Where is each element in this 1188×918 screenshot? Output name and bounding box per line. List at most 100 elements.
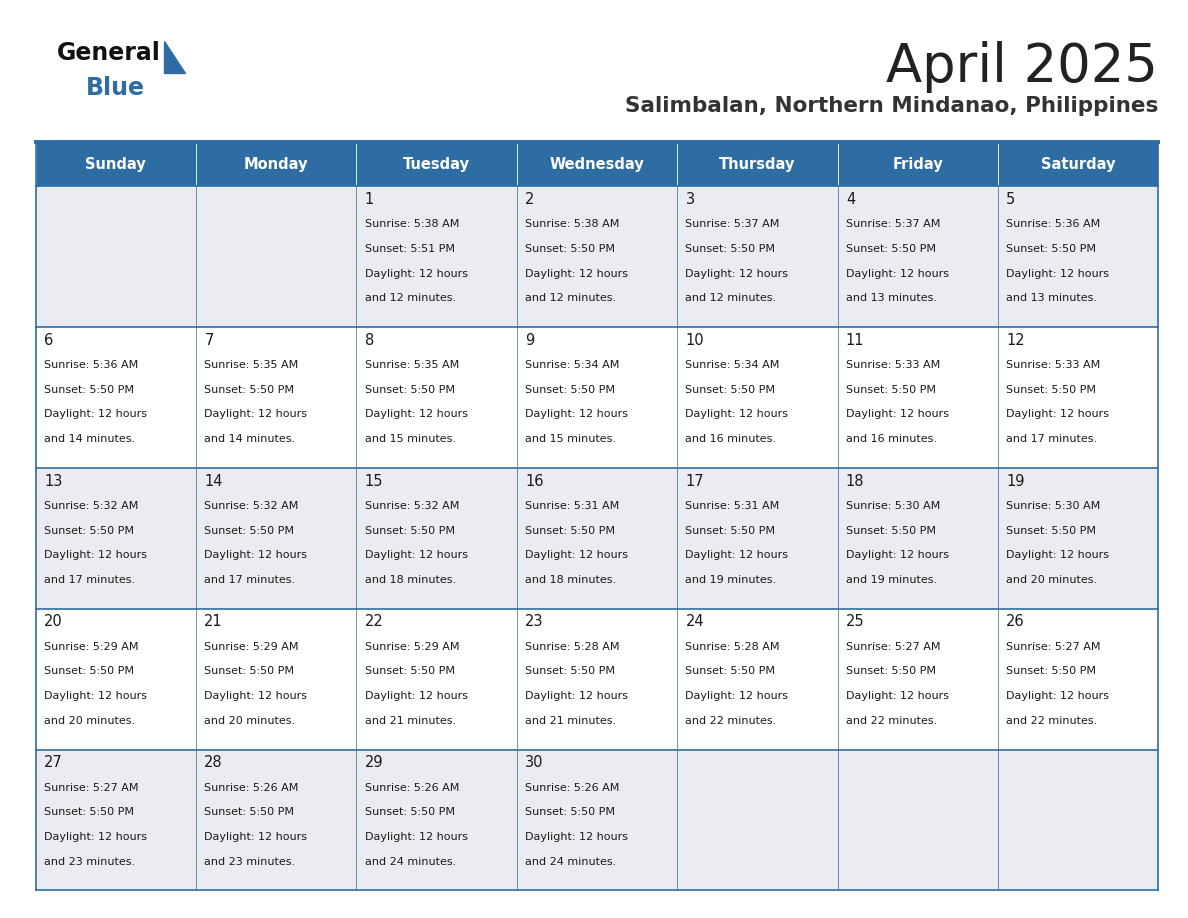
Text: Sunset: 5:50 PM: Sunset: 5:50 PM	[44, 526, 134, 535]
Bar	[36, 750, 1158, 890]
Text: 22: 22	[365, 614, 384, 630]
Text: Sunset: 5:50 PM: Sunset: 5:50 PM	[525, 807, 615, 817]
Text: Daylight: 12 hours: Daylight: 12 hours	[1006, 409, 1110, 420]
Text: and 13 minutes.: and 13 minutes.	[846, 293, 937, 303]
Text: Sunset: 5:50 PM: Sunset: 5:50 PM	[525, 666, 615, 677]
Bar	[838, 142, 998, 186]
Text: Sunset: 5:50 PM: Sunset: 5:50 PM	[365, 666, 455, 677]
Text: Sunday: Sunday	[86, 157, 146, 172]
Text: and 17 minutes.: and 17 minutes.	[1006, 434, 1098, 444]
Text: 4: 4	[846, 192, 855, 207]
Text: Thursday: Thursday	[719, 157, 796, 172]
Text: Daylight: 12 hours: Daylight: 12 hours	[365, 691, 468, 701]
Text: Daylight: 12 hours: Daylight: 12 hours	[1006, 550, 1110, 560]
Text: Sunrise: 5:27 AM: Sunrise: 5:27 AM	[44, 783, 139, 792]
Text: Friday: Friday	[892, 157, 943, 172]
Text: 3: 3	[685, 192, 695, 207]
Text: Saturday: Saturday	[1041, 157, 1116, 172]
Text: Sunset: 5:50 PM: Sunset: 5:50 PM	[846, 385, 936, 395]
Text: Daylight: 12 hours: Daylight: 12 hours	[365, 409, 468, 420]
Text: 19: 19	[1006, 474, 1025, 488]
Text: Sunset: 5:50 PM: Sunset: 5:50 PM	[365, 807, 455, 817]
Text: Daylight: 12 hours: Daylight: 12 hours	[685, 691, 789, 701]
Text: and 15 minutes.: and 15 minutes.	[525, 434, 617, 444]
Text: 20: 20	[44, 614, 63, 630]
Text: Daylight: 12 hours: Daylight: 12 hours	[365, 550, 468, 560]
Text: Sunset: 5:50 PM: Sunset: 5:50 PM	[685, 385, 776, 395]
Text: Sunset: 5:50 PM: Sunset: 5:50 PM	[204, 666, 295, 677]
Text: Sunrise: 5:38 AM: Sunrise: 5:38 AM	[365, 219, 459, 230]
Text: 7: 7	[204, 332, 214, 348]
Text: 26: 26	[1006, 614, 1025, 630]
Text: 15: 15	[365, 474, 384, 488]
Text: 29: 29	[365, 756, 384, 770]
Text: Sunset: 5:50 PM: Sunset: 5:50 PM	[685, 666, 776, 677]
Text: Sunrise: 5:35 AM: Sunrise: 5:35 AM	[204, 360, 298, 370]
Text: Sunset: 5:50 PM: Sunset: 5:50 PM	[525, 526, 615, 535]
Text: Sunrise: 5:32 AM: Sunrise: 5:32 AM	[44, 501, 138, 511]
Text: 28: 28	[204, 756, 223, 770]
Text: Daylight: 12 hours: Daylight: 12 hours	[685, 550, 789, 560]
Text: 24: 24	[685, 614, 704, 630]
Text: Daylight: 12 hours: Daylight: 12 hours	[365, 269, 468, 278]
Text: Tuesday: Tuesday	[403, 157, 470, 172]
Text: 6: 6	[44, 332, 53, 348]
Text: Sunrise: 5:32 AM: Sunrise: 5:32 AM	[204, 501, 298, 511]
Text: 11: 11	[846, 332, 865, 348]
Text: Daylight: 12 hours: Daylight: 12 hours	[846, 691, 949, 701]
Text: Sunrise: 5:33 AM: Sunrise: 5:33 AM	[1006, 360, 1100, 370]
Text: Sunset: 5:50 PM: Sunset: 5:50 PM	[44, 666, 134, 677]
Text: Sunrise: 5:35 AM: Sunrise: 5:35 AM	[365, 360, 459, 370]
Text: Daylight: 12 hours: Daylight: 12 hours	[846, 550, 949, 560]
Text: April 2025: April 2025	[886, 41, 1158, 94]
Bar	[998, 142, 1158, 186]
Text: Sunrise: 5:31 AM: Sunrise: 5:31 AM	[525, 501, 619, 511]
Text: Sunrise: 5:31 AM: Sunrise: 5:31 AM	[685, 501, 779, 511]
Bar	[517, 142, 677, 186]
Text: Daylight: 12 hours: Daylight: 12 hours	[204, 832, 308, 842]
Polygon shape	[164, 41, 185, 73]
Text: and 23 minutes.: and 23 minutes.	[44, 856, 135, 867]
Text: Sunset: 5:50 PM: Sunset: 5:50 PM	[204, 807, 295, 817]
Text: 12: 12	[1006, 332, 1025, 348]
Text: 16: 16	[525, 474, 544, 488]
Text: 8: 8	[365, 332, 374, 348]
Text: Sunset: 5:50 PM: Sunset: 5:50 PM	[1006, 666, 1097, 677]
Text: Sunset: 5:50 PM: Sunset: 5:50 PM	[365, 385, 455, 395]
Text: and 12 minutes.: and 12 minutes.	[685, 293, 777, 303]
Text: Sunrise: 5:34 AM: Sunrise: 5:34 AM	[685, 360, 779, 370]
Text: Sunrise: 5:36 AM: Sunrise: 5:36 AM	[44, 360, 138, 370]
Text: Sunrise: 5:30 AM: Sunrise: 5:30 AM	[846, 501, 940, 511]
Text: Sunset: 5:50 PM: Sunset: 5:50 PM	[685, 526, 776, 535]
Text: and 17 minutes.: and 17 minutes.	[204, 575, 296, 585]
Text: Sunset: 5:50 PM: Sunset: 5:50 PM	[846, 244, 936, 254]
Text: 14: 14	[204, 474, 223, 488]
Text: and 15 minutes.: and 15 minutes.	[365, 434, 456, 444]
Text: Daylight: 12 hours: Daylight: 12 hours	[44, 409, 147, 420]
Text: Sunset: 5:51 PM: Sunset: 5:51 PM	[365, 244, 455, 254]
Text: Sunset: 5:50 PM: Sunset: 5:50 PM	[846, 526, 936, 535]
Bar	[36, 186, 1158, 327]
Text: and 20 minutes.: and 20 minutes.	[1006, 575, 1098, 585]
Text: 30: 30	[525, 756, 544, 770]
Text: Daylight: 12 hours: Daylight: 12 hours	[204, 409, 308, 420]
Text: Daylight: 12 hours: Daylight: 12 hours	[685, 269, 789, 278]
Text: Daylight: 12 hours: Daylight: 12 hours	[846, 409, 949, 420]
Bar	[36, 327, 1158, 468]
Text: 21: 21	[204, 614, 223, 630]
Text: Sunset: 5:50 PM: Sunset: 5:50 PM	[525, 244, 615, 254]
Text: Sunset: 5:50 PM: Sunset: 5:50 PM	[1006, 244, 1097, 254]
Bar	[36, 142, 196, 186]
Text: and 24 minutes.: and 24 minutes.	[365, 856, 456, 867]
Text: and 24 minutes.: and 24 minutes.	[525, 856, 617, 867]
Text: Sunrise: 5:33 AM: Sunrise: 5:33 AM	[846, 360, 940, 370]
Text: Monday: Monday	[244, 157, 309, 172]
Text: Sunrise: 5:27 AM: Sunrise: 5:27 AM	[846, 642, 941, 652]
Text: Sunset: 5:50 PM: Sunset: 5:50 PM	[525, 385, 615, 395]
Text: 27: 27	[44, 756, 63, 770]
Text: 18: 18	[846, 474, 865, 488]
Text: and 22 minutes.: and 22 minutes.	[846, 716, 937, 726]
Bar	[36, 609, 1158, 750]
Text: 2: 2	[525, 192, 535, 207]
Text: Sunset: 5:50 PM: Sunset: 5:50 PM	[204, 526, 295, 535]
